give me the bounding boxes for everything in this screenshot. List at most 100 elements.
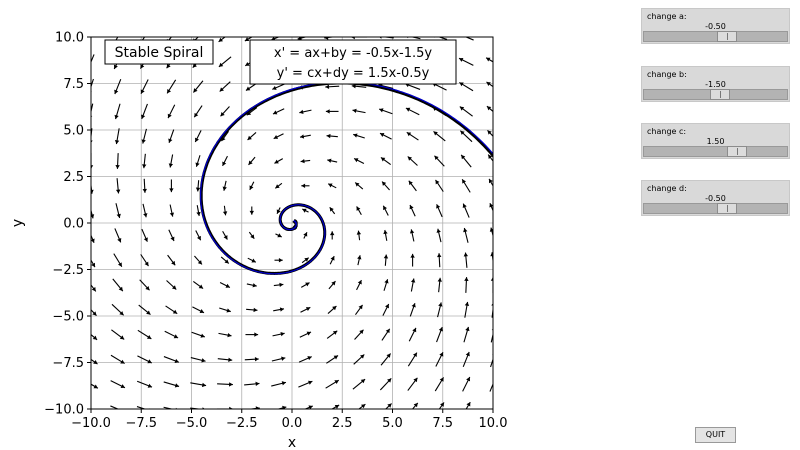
field-arrow — [91, 128, 93, 141]
field-arrowhead — [406, 37, 409, 39]
field-arrowhead — [172, 309, 178, 314]
slider-track[interactable] — [643, 31, 788, 42]
field-arrowhead — [331, 281, 336, 286]
field-arrow — [190, 407, 203, 409]
field-arrowhead — [171, 260, 176, 266]
slider-thumb[interactable] — [726, 146, 747, 157]
field-arrowhead — [466, 402, 471, 407]
field-arrowhead — [486, 81, 491, 86]
field-arrowhead — [438, 327, 443, 332]
field-arrowhead — [300, 158, 305, 164]
y-tick-label: 10.0 — [55, 31, 84, 46]
field-arrowhead — [462, 203, 467, 208]
field-arrowhead — [91, 165, 94, 169]
field-arrowhead — [383, 230, 388, 235]
slider-track[interactable] — [643, 203, 788, 214]
field-arrowhead — [277, 233, 282, 238]
field-arrowhead — [305, 307, 311, 312]
field-arrowhead — [302, 208, 307, 213]
x-tick-label: −7.5 — [125, 416, 157, 431]
field-arrowhead — [360, 379, 366, 384]
field-arrowhead — [226, 308, 231, 313]
quit-button[interactable]: QUIT — [695, 427, 736, 443]
field-arrowhead — [251, 258, 256, 263]
field-arrowhead — [434, 155, 439, 160]
field-arrowhead — [357, 255, 362, 260]
field-arrowhead — [198, 284, 204, 289]
slider-thumb[interactable] — [716, 203, 737, 214]
y-tick-label: 5.0 — [63, 124, 84, 139]
field-arrowhead — [328, 183, 333, 188]
field-arrowhead — [459, 57, 464, 62]
field-arrowhead — [463, 252, 469, 257]
field-arrowhead — [227, 332, 232, 338]
field-arrowhead — [169, 188, 174, 193]
slider-thumb[interactable] — [716, 31, 737, 42]
field-arrowhead — [228, 382, 233, 387]
field-arrowhead — [436, 228, 441, 233]
field-arrowhead — [229, 406, 233, 409]
x-tick-label: 5.0 — [382, 416, 403, 431]
slider-panel: change a: -0.50 — [641, 8, 790, 44]
field-arrowhead — [199, 309, 204, 313]
field-arrowhead — [489, 227, 493, 232]
x-tick-label: 2.5 — [332, 416, 353, 431]
field-arrowhead — [245, 86, 251, 91]
field-arrowhead — [91, 214, 95, 219]
field-arrow — [464, 37, 474, 41]
field-arrowhead — [437, 277, 442, 282]
field-arrowhead — [113, 64, 118, 69]
field-arrowhead — [461, 154, 466, 160]
field-arrowhead — [195, 162, 200, 167]
field-arrowhead — [492, 404, 493, 405]
field-arrowhead — [360, 354, 365, 359]
field-arrowhead — [437, 253, 442, 258]
field-arrowhead — [171, 285, 177, 290]
field-arrowhead — [405, 107, 411, 112]
field-arrowhead — [357, 280, 362, 285]
field-arrowhead — [361, 404, 366, 409]
field-arrowhead — [386, 353, 391, 358]
field-arrow — [110, 405, 120, 409]
field-arrowhead — [359, 329, 364, 335]
field-arrowhead — [272, 110, 278, 115]
field-arrowhead — [116, 213, 121, 218]
y-tick-label: 7.5 — [63, 77, 84, 92]
field-arrow — [91, 103, 94, 114]
field-arrowhead — [170, 236, 175, 242]
field-arrowhead — [219, 87, 224, 92]
slider-panel: change d: -0.50 — [641, 180, 790, 216]
field-arrowhead — [355, 182, 360, 187]
slider-label: change b: — [647, 70, 687, 79]
field-arrowhead — [193, 88, 198, 93]
x-tick-label: −10.0 — [71, 416, 111, 431]
field-arrowhead — [439, 352, 444, 357]
field-arrow — [490, 332, 493, 343]
field-arrowhead — [92, 311, 97, 316]
slider-track[interactable] — [643, 89, 788, 100]
vector-field — [91, 37, 493, 409]
field-arrowhead — [438, 302, 443, 307]
field-arrowhead — [433, 131, 438, 136]
field-arrowhead — [280, 331, 285, 337]
field-arrowhead — [255, 381, 260, 387]
field-arrowhead — [490, 277, 493, 281]
field-arrowhead — [356, 230, 362, 235]
field-arrowhead — [488, 154, 493, 159]
field-arrowhead — [413, 402, 418, 408]
field-arrowhead — [305, 282, 310, 287]
slider-track[interactable] — [643, 146, 788, 157]
slider-thumb[interactable] — [709, 89, 730, 100]
phase-plot: −10.0 −7.5 −5.0 −2.5 0.0 2.5 5.0 7.5 10.0 −10.0 −7… — [10, 31, 507, 450]
field-arrowhead — [147, 383, 153, 388]
field-arrowhead — [385, 328, 390, 334]
field-arrowhead — [254, 357, 259, 362]
field-arrowhead — [486, 106, 492, 111]
field-arrowhead — [91, 238, 95, 243]
field-arrowhead — [465, 326, 470, 332]
field-arrowhead — [275, 184, 280, 189]
field-arrowhead — [489, 203, 493, 208]
field-arrowhead — [168, 138, 173, 143]
field-arrowhead — [276, 209, 281, 214]
field-arrowhead — [307, 356, 312, 361]
